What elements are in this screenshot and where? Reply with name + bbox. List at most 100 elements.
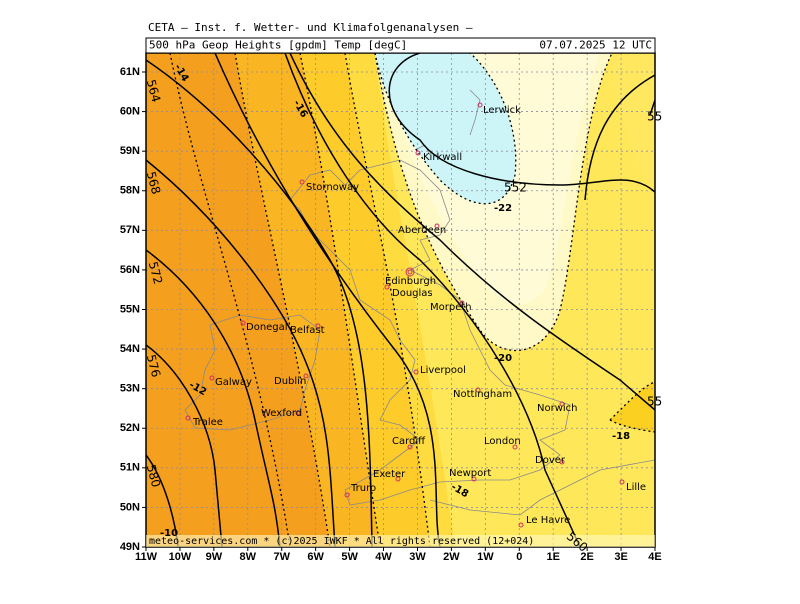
city-label: Le Havre xyxy=(526,515,570,526)
city-label: Lille xyxy=(626,482,646,493)
city-label: Stornoway xyxy=(306,182,359,193)
city-label: Lerwick xyxy=(483,105,521,116)
cold-core xyxy=(375,53,516,204)
city-marker xyxy=(405,267,415,277)
contour-label: 580 xyxy=(144,463,163,489)
lat-label: 60N xyxy=(120,105,140,117)
header-box xyxy=(145,37,656,54)
lon-label: 4W xyxy=(375,551,392,563)
city-label: London xyxy=(484,436,521,447)
lon-label: 10W xyxy=(169,551,192,563)
city-marker xyxy=(395,476,401,482)
city-label: Kirkwall xyxy=(423,152,462,163)
height-contours xyxy=(146,53,655,547)
footer-bg xyxy=(146,535,655,547)
coastlines xyxy=(184,89,655,516)
lat-label: 57N xyxy=(120,224,140,236)
city-label: Tralee xyxy=(192,417,223,428)
lon-label: 3E xyxy=(614,551,627,563)
city-marker xyxy=(512,444,518,450)
city-marker xyxy=(518,522,524,528)
city-marker xyxy=(407,444,413,450)
city-label: Dover xyxy=(535,455,566,466)
city-label: Wexford xyxy=(261,408,302,419)
title: CETA – Inst. f. Wetter- und Klimafolgena… xyxy=(148,21,473,34)
lat-label: 53N xyxy=(120,383,140,395)
city-marker xyxy=(407,269,413,275)
city-marker xyxy=(459,300,465,306)
lat-label: 58N xyxy=(120,185,140,197)
contour-label: 572 xyxy=(146,260,165,286)
temperature-label: -10 xyxy=(160,528,178,539)
valid-time: 07.07.2025 12 UTC xyxy=(539,39,652,52)
city-marker xyxy=(185,415,191,421)
grid xyxy=(146,53,655,547)
contour-label: 552 xyxy=(504,181,527,195)
lon-label: 3W xyxy=(409,551,426,563)
temperature-label: -22 xyxy=(494,203,512,214)
city-label: Aberdeen xyxy=(398,225,446,236)
lat-label: 52N xyxy=(120,422,140,434)
lon-label: 1W xyxy=(477,551,494,563)
city-label: Norwich xyxy=(537,403,578,414)
city-marker xyxy=(415,150,421,156)
lon-label: 11W xyxy=(135,551,158,563)
city-label: Galway xyxy=(215,377,252,388)
lon-label: 0 xyxy=(516,551,522,563)
city-label: Donegal xyxy=(246,322,288,333)
temp-band xyxy=(612,53,655,200)
lon-label: 8W xyxy=(240,551,257,563)
city-marker xyxy=(413,369,419,375)
city-label: Nottingham xyxy=(453,389,512,400)
contour-label: 55 xyxy=(647,395,662,409)
footer: meteo-services.com * (c)2025 IWKF * All … xyxy=(149,536,534,547)
city-marker xyxy=(559,459,565,465)
temperature-label: -20 xyxy=(494,353,512,364)
city-marker xyxy=(240,320,246,326)
lat-label: 49N xyxy=(120,541,140,553)
city-marker xyxy=(344,492,350,498)
contour-label: 576 xyxy=(144,353,163,379)
lat-label: 59N xyxy=(120,145,140,157)
city-marker xyxy=(434,223,440,229)
lat-label: 54N xyxy=(120,343,140,355)
city-marker xyxy=(295,410,301,416)
city-label: Edinburgh xyxy=(385,276,436,287)
temperature-label: -18 xyxy=(612,431,630,442)
lon-label: 2E xyxy=(580,551,593,563)
city-marker xyxy=(209,375,215,381)
lat-label: 61N xyxy=(120,66,140,78)
city-label: Belfast xyxy=(290,325,325,336)
lon-label: 4E xyxy=(648,551,661,563)
contour-label: 55 xyxy=(647,110,662,124)
city-label: Newport xyxy=(449,468,491,479)
city-label: Exeter xyxy=(373,469,406,480)
lon-label: 9W xyxy=(206,551,223,563)
city-marker xyxy=(471,476,477,482)
city-label: Truro xyxy=(350,483,376,494)
contour-label: 564 xyxy=(144,78,163,104)
city-marker xyxy=(299,179,305,185)
city-marker xyxy=(315,323,321,329)
contour-label: 568 xyxy=(144,170,163,196)
city-label: Cardiff xyxy=(392,436,426,447)
lat-label: 51N xyxy=(120,462,140,474)
city-label: Liverpool xyxy=(420,365,466,376)
temp-band xyxy=(146,53,330,547)
city-marker xyxy=(303,373,309,379)
temp-band xyxy=(300,53,430,547)
lon-label: 7W xyxy=(273,551,290,563)
city-label: Dublin xyxy=(274,376,306,387)
city-marker xyxy=(619,479,625,485)
lat-label: 56N xyxy=(120,264,140,276)
lon-label: 1E xyxy=(546,551,559,563)
lat-label: 55N xyxy=(120,303,140,315)
city-marker xyxy=(384,284,390,290)
parameter: 500 hPa Geop Heights [gpdm] Temp [degC] xyxy=(149,39,407,52)
map-area xyxy=(146,53,655,547)
city-label: Douglas xyxy=(392,288,433,299)
lon-label: 5W xyxy=(341,551,358,563)
city-marker xyxy=(475,387,481,393)
city-marker xyxy=(477,102,483,108)
